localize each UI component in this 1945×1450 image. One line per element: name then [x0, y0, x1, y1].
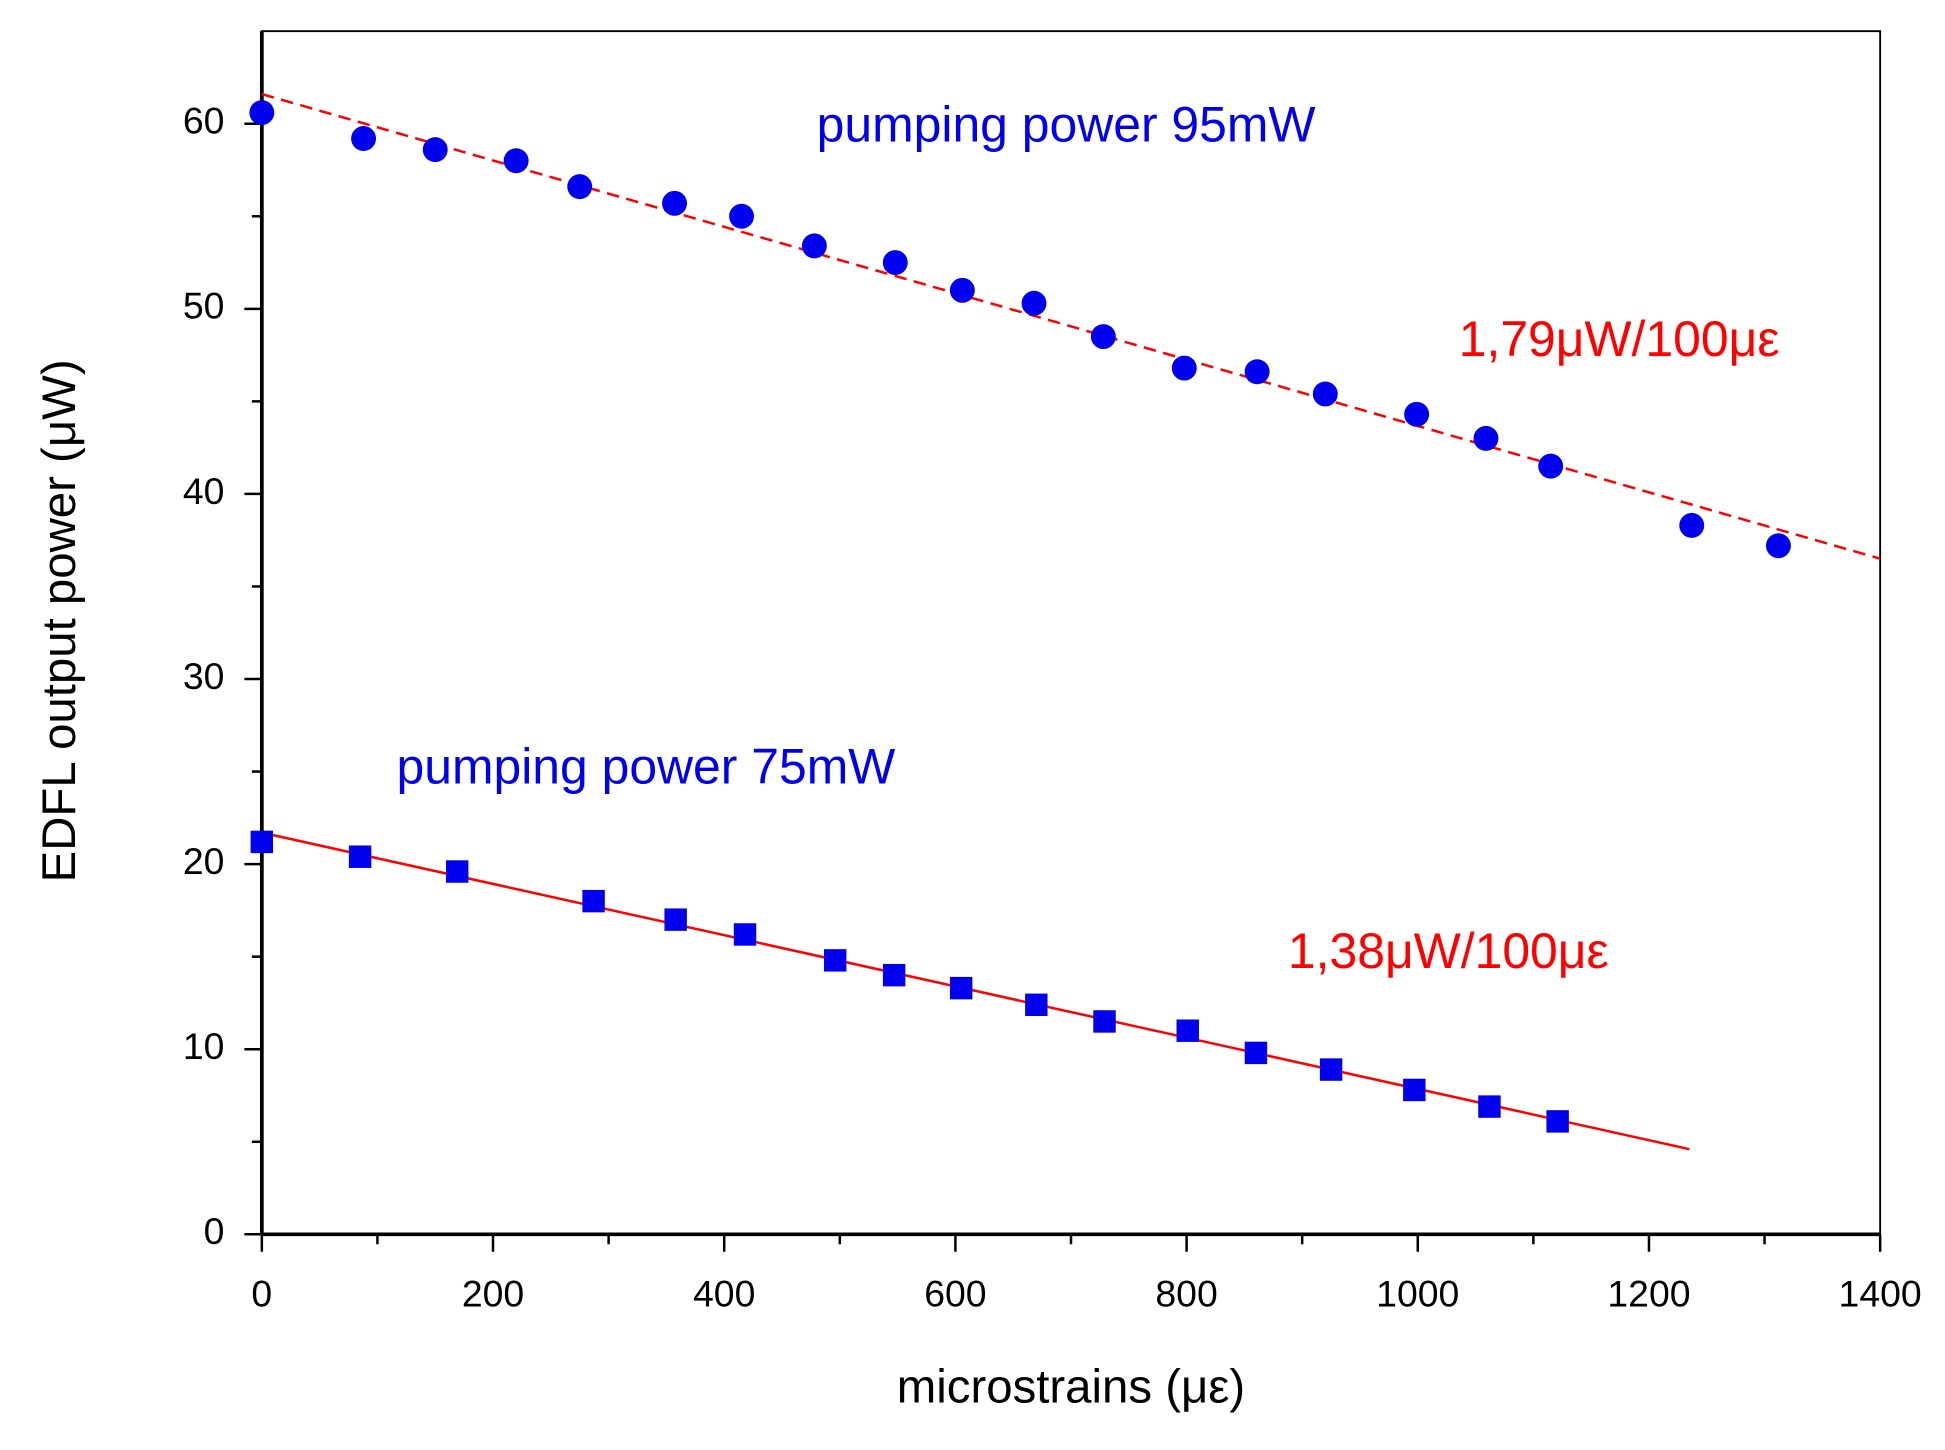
data-point: [1171, 355, 1197, 381]
data-point: [1765, 533, 1791, 559]
data-point: [348, 845, 372, 868]
data-point: [1478, 1095, 1501, 1118]
data-point: [662, 190, 687, 216]
data-point: [1090, 324, 1116, 350]
data-point: [1244, 1041, 1268, 1065]
x-tick-label: 800: [1155, 1273, 1217, 1315]
data-point: [882, 250, 908, 276]
y-tick-label: 50: [183, 285, 225, 327]
data-point: [1244, 359, 1270, 385]
fit-line: [261, 92, 1881, 560]
y-tick-label: 20: [183, 840, 225, 882]
data-point: [1021, 290, 1047, 316]
y-tick-label: 40: [183, 470, 225, 512]
series-annotation: pumping power 95mW: [817, 97, 1316, 153]
x-tick-label: 1400: [1839, 1273, 1922, 1315]
data-point: [1473, 425, 1499, 451]
data-point: [1679, 512, 1705, 538]
series-annotation: pumping power 75mW: [396, 739, 895, 795]
x-tick-label: 600: [924, 1273, 986, 1315]
x-tick-label: 0: [251, 1273, 272, 1315]
fit-line: [261, 831, 1690, 1151]
y-tick-label: 30: [183, 655, 225, 697]
x-tick-label: 1000: [1376, 1273, 1459, 1315]
x-tick-label: 200: [462, 1273, 524, 1315]
data-point: [823, 949, 847, 972]
slope-annotation: 1,79μW/100με: [1459, 311, 1780, 367]
data-point: [445, 860, 469, 883]
data-point: [249, 100, 275, 126]
data-point: [250, 830, 274, 854]
data-point: [1403, 1078, 1426, 1102]
data-point: [1312, 381, 1338, 407]
data-point: [801, 233, 827, 259]
data-point: [422, 137, 448, 163]
slope-annotation: 1,38μW/100με: [1288, 923, 1609, 979]
data-point: [1404, 401, 1430, 427]
x-axis-label: microstrains (με): [897, 1361, 1245, 1414]
y-tick-label: 60: [183, 100, 225, 142]
data-point: [1093, 1010, 1116, 1033]
y-tick-label: 0: [204, 1210, 225, 1252]
y-axis-label: EDFL output power (μW): [33, 359, 86, 882]
data-point: [503, 148, 529, 174]
data-point: [1319, 1058, 1343, 1081]
data-point: [351, 126, 377, 151]
data-point: [664, 908, 687, 931]
data-point: [733, 923, 757, 946]
plot-frame: [260, 30, 1882, 1236]
x-tick-label: 400: [693, 1273, 755, 1315]
data-point: [1025, 993, 1048, 1017]
x-tick-label: 1200: [1607, 1273, 1690, 1315]
data-point: [582, 889, 605, 913]
data-point: [567, 174, 593, 200]
data-point: [1538, 453, 1564, 479]
data-point: [1176, 1019, 1199, 1042]
data-point: [949, 277, 975, 303]
y-tick-label: 10: [183, 1025, 225, 1067]
data-point: [949, 976, 973, 1000]
data-point: [729, 203, 755, 229]
data-point: [1546, 1110, 1569, 1133]
data-point: [882, 963, 906, 987]
